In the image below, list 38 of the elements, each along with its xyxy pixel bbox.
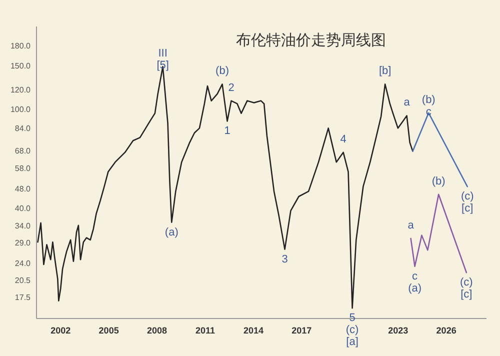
- annotation: 4: [340, 133, 346, 146]
- x-tick-label: 2023: [388, 326, 408, 336]
- y-tick-label: 84.0: [14, 124, 32, 133]
- x-tick-label: 2014: [243, 326, 264, 336]
- annotation: (b): [216, 65, 229, 78]
- y-tick-label: 120.0: [10, 85, 32, 94]
- chart-title: 布伦特油价走势周线图: [236, 32, 386, 49]
- y-tick-label: 68.0: [14, 146, 32, 156]
- x-tick-label: 2017: [292, 326, 312, 336]
- annotation: 2: [228, 82, 234, 94]
- x-tick-label: 2002: [50, 326, 71, 336]
- annotation: a: [408, 219, 415, 232]
- y-tick-label: 20.5: [14, 276, 32, 286]
- y-tick-label: 100.0: [10, 105, 32, 114]
- annotation: 3: [282, 253, 288, 266]
- annotation: (c) [c]: [460, 276, 473, 301]
- x-tick-label: 2005: [98, 326, 119, 336]
- annotation: c (a): [408, 270, 422, 294]
- annotation: 5 (c) [a]: [346, 312, 359, 348]
- x-tick-label: 2026: [436, 326, 456, 336]
- y-tick-label: 150.0: [10, 61, 32, 70]
- y-tick-label: 24.0: [14, 259, 32, 268]
- annotation: a: [404, 96, 411, 109]
- annotation: (a): [164, 226, 178, 238]
- x-tick-label: 2008: [147, 326, 168, 336]
- y-tick-label: 29.0: [14, 238, 32, 248]
- y-tick-label: 17.5: [14, 293, 32, 302]
- y-tick-label: 58.0: [14, 164, 32, 173]
- x-tick-label: 2011: [195, 326, 216, 336]
- annotation: 1: [224, 125, 230, 138]
- y-tick-label: 34.0: [14, 222, 32, 231]
- y-tick-label: 48.0: [14, 184, 32, 194]
- annotation: [b]: [378, 65, 392, 78]
- y-tick-label: 40.0: [14, 204, 32, 213]
- annotation: III [5]: [156, 48, 169, 72]
- annotation: (b): [432, 175, 446, 188]
- annotation: (c) [c]: [460, 190, 474, 215]
- y-tick-label: 180.0: [10, 42, 32, 51]
